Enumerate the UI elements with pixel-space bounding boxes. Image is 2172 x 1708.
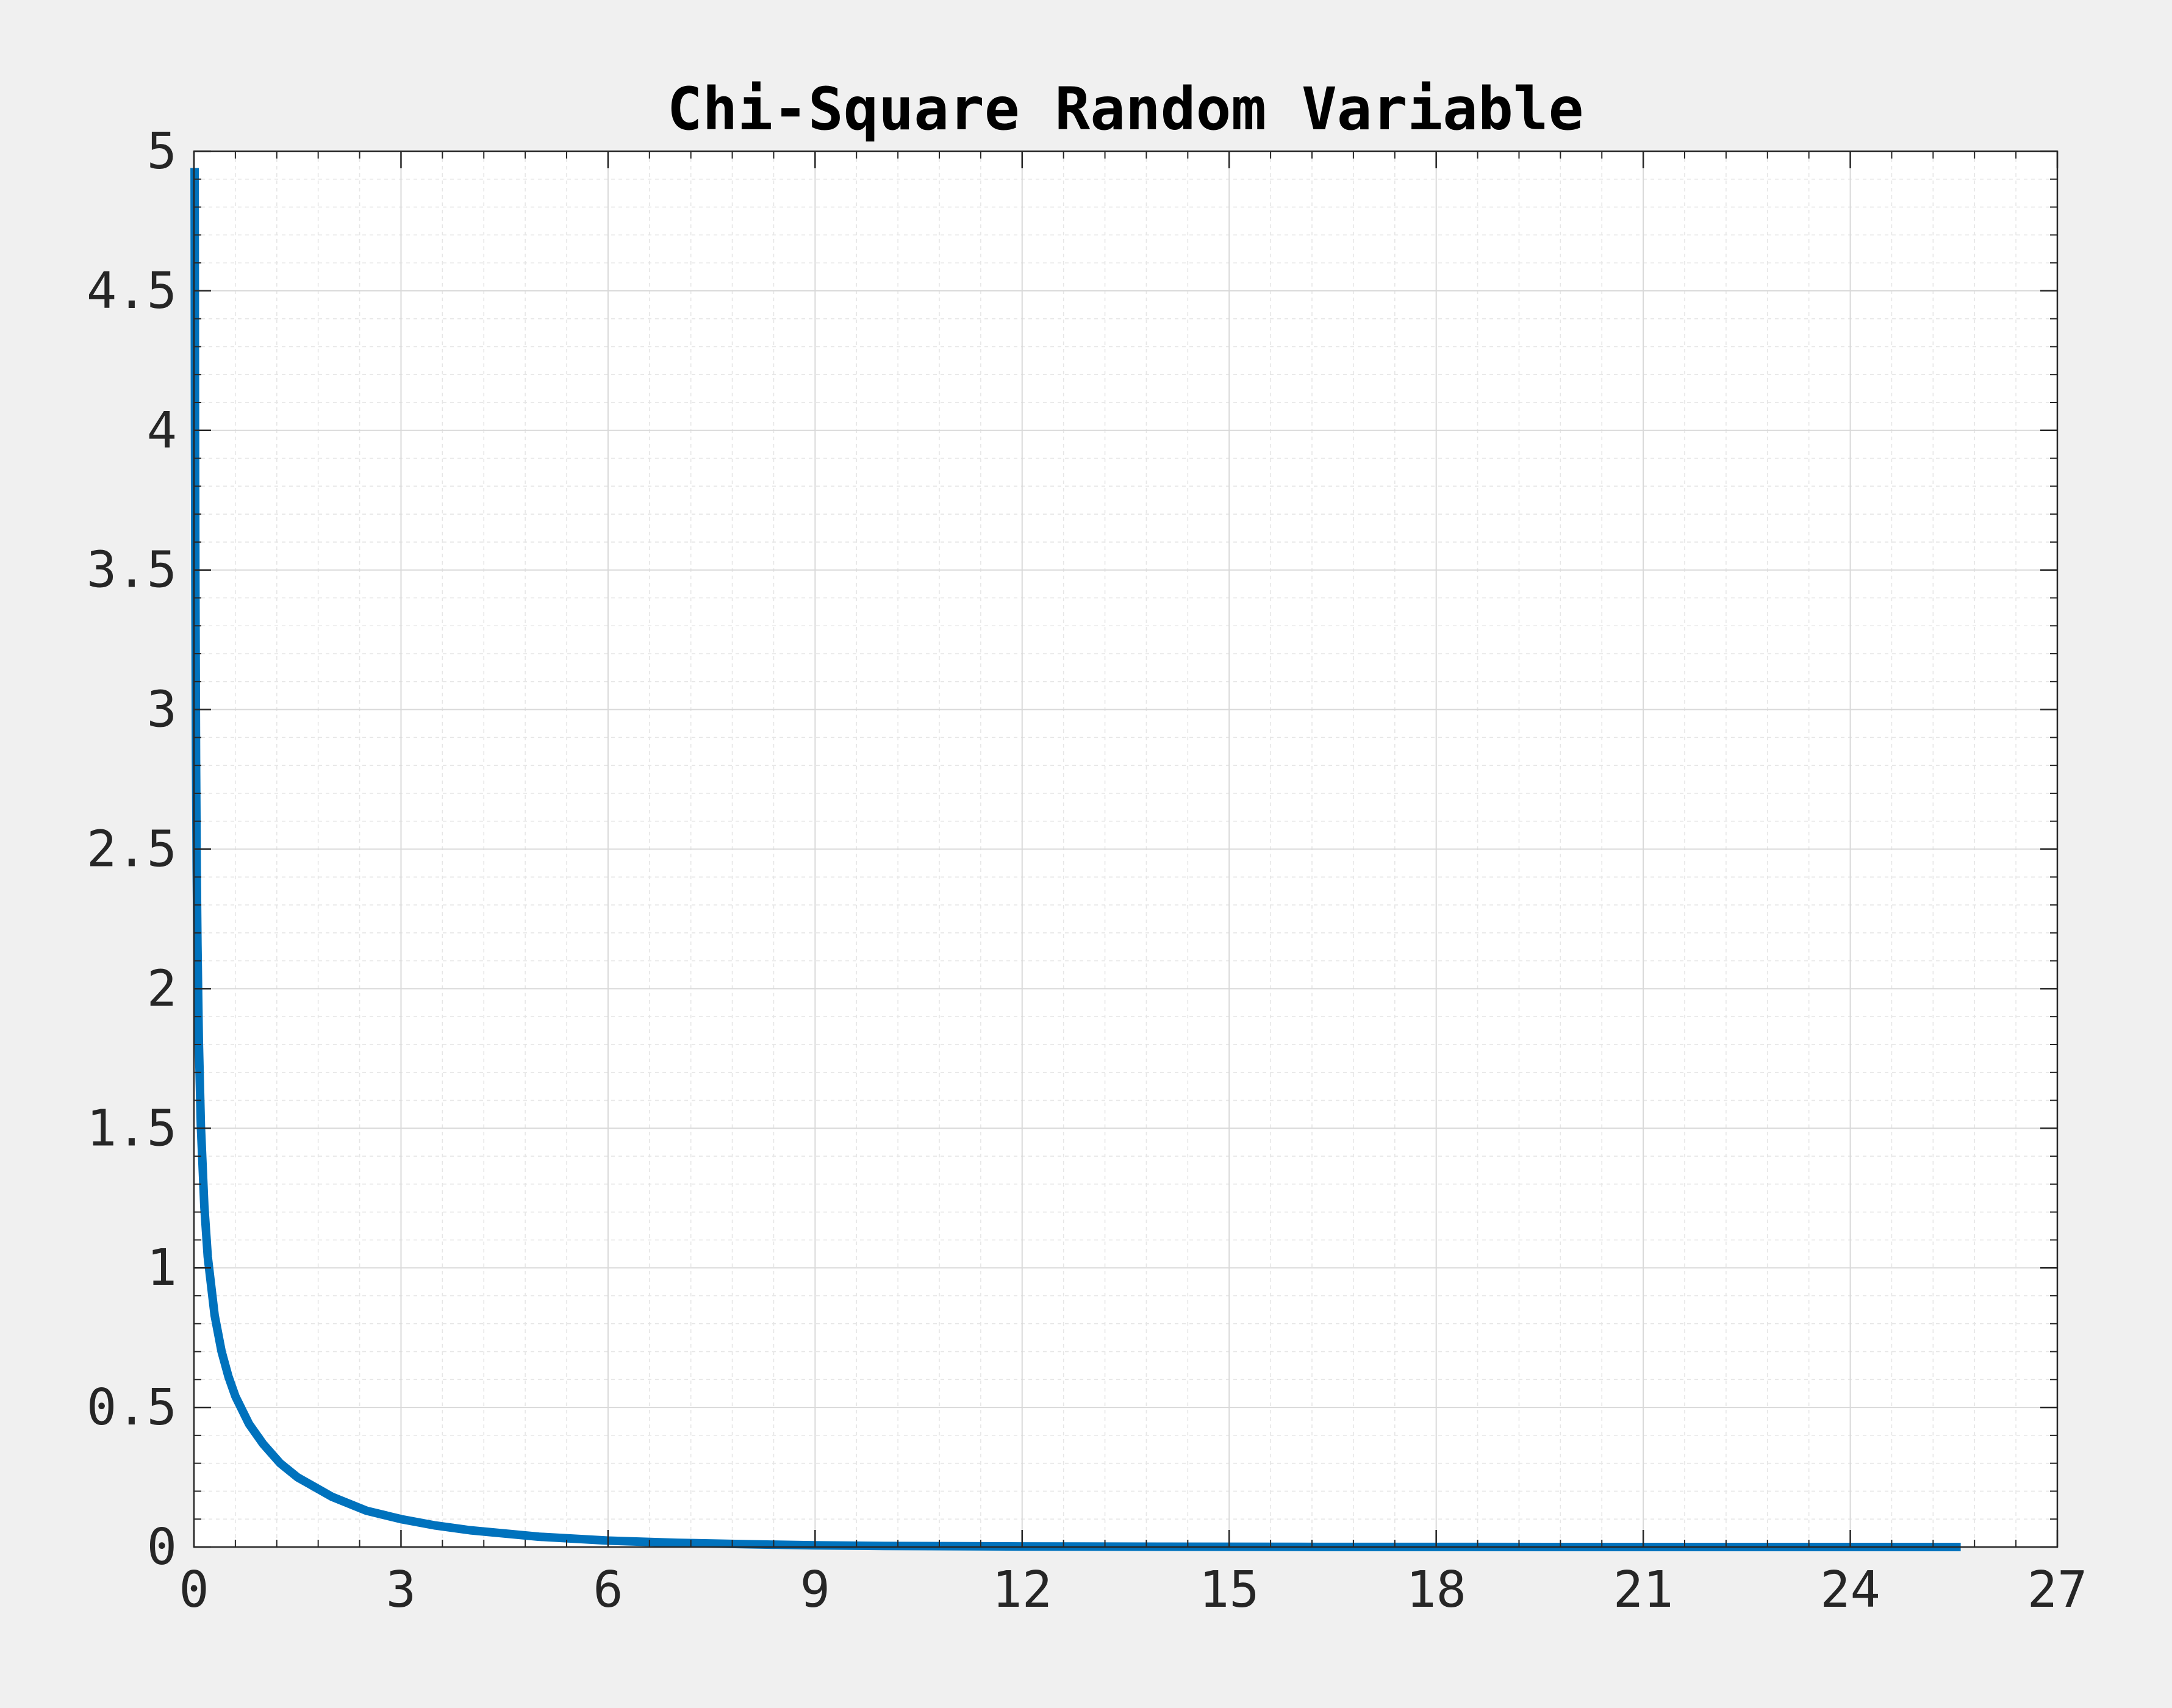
- x-tick-label: 9: [800, 1561, 830, 1619]
- chart-title: Chi-Square Random Variable: [667, 75, 1584, 143]
- x-tick-label: 3: [386, 1561, 416, 1619]
- y-tick-label: 1: [147, 1239, 177, 1297]
- x-tick-label: 15: [1199, 1561, 1260, 1619]
- x-tick-label: 24: [1820, 1561, 1880, 1619]
- y-tick-label: 4.5: [87, 262, 177, 320]
- x-tick-label: 21: [1613, 1561, 1674, 1619]
- x-tick-label: 27: [2027, 1561, 2088, 1619]
- y-tick-label: 4: [147, 402, 177, 460]
- y-tick-label: 0.5: [87, 1379, 177, 1437]
- y-tick-label: 5: [147, 123, 177, 180]
- y-tick-label: 2.5: [87, 821, 177, 879]
- y-tick-label: 2: [147, 960, 177, 1018]
- y-tick-labels: 0 0.5 1 1.5 2 2.5 3 3.5 4 4.5 5: [87, 123, 177, 1576]
- y-tick-label: 3: [147, 681, 177, 739]
- x-tick-label: 6: [593, 1561, 623, 1619]
- y-tick-label: 0: [147, 1518, 177, 1576]
- x-tick-label: 12: [992, 1561, 1052, 1619]
- x-tick-labels: 0 3 6 9 12 15 18 21 24 27: [179, 1561, 2087, 1619]
- y-tick-label: 3.5: [87, 541, 177, 599]
- x-tick-label: 0: [179, 1561, 209, 1619]
- y-tick-label: 1.5: [87, 1099, 177, 1157]
- tick-marks: [193, 150, 2059, 1548]
- x-tick-label: 18: [1406, 1561, 1466, 1619]
